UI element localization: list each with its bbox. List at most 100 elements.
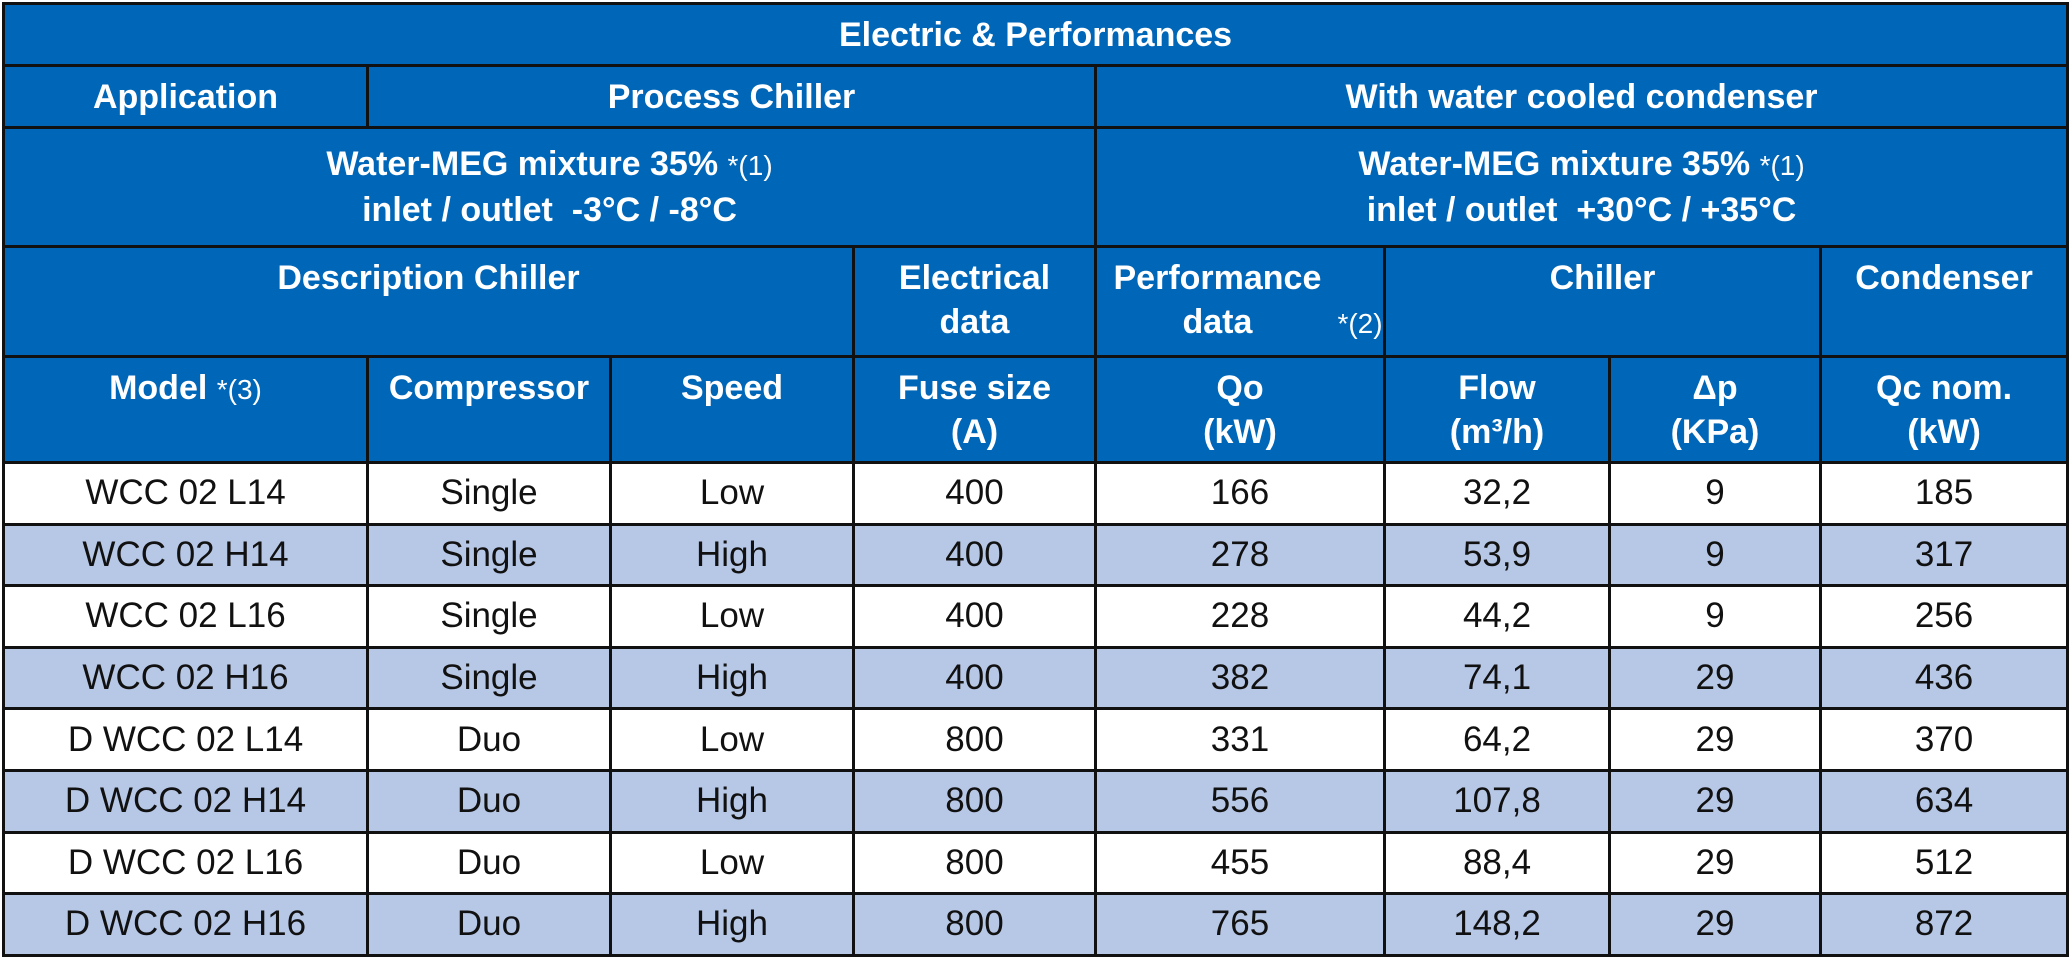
flow-cell: 44,2 — [1383, 584, 1611, 649]
fuse-size-column-header: Fuse size (A) — [852, 355, 1097, 464]
qc-nominal-cell: 185 — [1818, 461, 2069, 526]
process-chiller-label: Process Chiller — [366, 64, 1097, 129]
qo-cell: 331 — [1094, 707, 1386, 772]
qc-nominal-cell: 634 — [1818, 768, 2069, 834]
fuse-size-cell: 800 — [852, 707, 1097, 772]
compressor-cell: Duo — [366, 707, 612, 772]
pressure-drop-column-header: Δp (KPa) — [1608, 355, 1822, 464]
model-cell: WCC 02 H16 — [2, 645, 369, 711]
performance-data-header: Performance data *(2) — [1094, 245, 1386, 358]
flow-label: Flow — [1458, 369, 1536, 407]
qo-cell: 278 — [1094, 522, 1386, 588]
table-row: WCC 02 H14 Single High 400 278 53,9 9 317 — [2, 522, 2069, 588]
fuse-size-unit: (A) — [950, 413, 999, 451]
fuse-size-cell: 400 — [852, 584, 1097, 649]
pressure-drop-cell: 29 — [1608, 892, 1822, 957]
fuse-size-cell: 400 — [852, 645, 1097, 711]
speed-cell: High — [609, 768, 855, 834]
model-cell: D WCC 02 L14 — [2, 707, 369, 772]
evaporator-temps: inlet / outlet -3°C / -8°C — [362, 191, 737, 229]
fuse-size-cell: 400 — [852, 461, 1097, 526]
speed-cell: Low — [609, 584, 855, 649]
qc-nominal-cell: 256 — [1818, 584, 2069, 649]
model-column-label: Model — [109, 369, 208, 407]
table-title: Electric & Performances — [1, 2, 2069, 67]
model-cell: WCC 02 L14 — [2, 461, 369, 526]
compressor-cell: Single — [366, 461, 612, 526]
model-cell: D WCC 02 H16 — [2, 892, 369, 957]
speed-cell: Low — [609, 461, 855, 526]
condenser-fluid: Water-MEG mixture 35% — [1358, 145, 1751, 183]
evaporator-conditions: Water-MEG mixture 35% *(1) inlet / outle… — [2, 126, 1097, 248]
speed-cell: High — [609, 645, 855, 711]
speed-cell: Low — [609, 707, 855, 772]
condenser-fluid-note: *(1) — [1759, 150, 1805, 181]
electrical-data-header: Electrical data — [852, 245, 1097, 358]
evaporator-fluid: Water-MEG mixture 35% — [326, 145, 719, 183]
fuse-size-cell: 800 — [852, 768, 1097, 834]
table-row: WCC 02 L16 Single Low 400 228 44,2 9 256 — [2, 584, 2069, 649]
compressor-cell: Single — [366, 522, 612, 588]
qc-nominal-column-header: Qc nom. (kW) — [1818, 355, 2069, 464]
fuse-size-cell: 800 — [852, 892, 1097, 957]
fuse-size-label: Fuse size — [897, 369, 1052, 407]
performance-data-note: *(2) — [1337, 308, 1383, 339]
qo-unit: (kW) — [1203, 413, 1277, 451]
flow-cell: 53,9 — [1383, 522, 1611, 588]
compressor-cell: Duo — [366, 892, 612, 957]
qc-nominal-cell: 317 — [1818, 522, 2069, 588]
pressure-drop-cell: 9 — [1608, 584, 1822, 649]
qo-cell: 455 — [1094, 830, 1386, 896]
compressor-cell: Single — [366, 645, 612, 711]
flow-cell: 74,1 — [1383, 645, 1611, 711]
speed-cell: Low — [609, 830, 855, 896]
qo-cell: 382 — [1094, 645, 1386, 711]
qc-nominal-cell: 370 — [1818, 707, 2069, 772]
pressure-drop-cell: 29 — [1608, 645, 1822, 711]
speed-column-header: Speed — [609, 355, 855, 464]
compressor-cell: Duo — [366, 830, 612, 896]
pressure-drop-cell: 9 — [1608, 522, 1822, 588]
model-cell: D WCC 02 H14 — [2, 768, 369, 834]
qo-column-header: Qo (kW) — [1094, 355, 1386, 464]
qo-cell: 765 — [1094, 892, 1386, 957]
performance-data-label: Performance data — [1113, 259, 1322, 341]
condenser-conditions: Water-MEG mixture 35% *(1) inlet / outle… — [1093, 126, 2069, 248]
pressure-drop-cell: 29 — [1608, 768, 1822, 834]
flow-cell: 64,2 — [1383, 707, 1611, 772]
model-cell: WCC 02 H14 — [2, 522, 369, 588]
table-row: WCC 02 H16 Single High 400 382 74,1 29 436 — [2, 645, 2069, 711]
compressor-cell: Duo — [366, 768, 612, 834]
pressure-drop-cell: 9 — [1608, 461, 1822, 526]
model-column-note: *(3) — [216, 374, 262, 405]
model-cell: D WCC 02 L16 — [2, 830, 369, 896]
fuse-size-cell: 400 — [852, 522, 1097, 588]
flow-cell: 88,4 — [1383, 830, 1611, 896]
pressure-drop-cell: 29 — [1608, 830, 1822, 896]
condenser-temps: inlet / outlet +30°C / +35°C — [1366, 191, 1797, 229]
qo-cell: 166 — [1094, 461, 1386, 526]
flow-cell: 32,2 — [1383, 461, 1611, 526]
table-row: WCC 02 L14 Single Low 400 166 32,2 9 185 — [2, 461, 2069, 526]
qo-label: Qo — [1216, 369, 1264, 407]
speed-cell: High — [609, 522, 855, 588]
qo-cell: 228 — [1094, 584, 1386, 649]
flow-unit: (m³/h) — [1449, 413, 1545, 451]
pressure-drop-cell: 29 — [1608, 707, 1822, 772]
table-row: D WCC 02 H14 Duo High 800 556 107,8 29 634 — [2, 768, 2069, 834]
qc-nominal-cell: 436 — [1818, 645, 2069, 711]
table-row: D WCC 02 L16 Duo Low 800 455 88,4 29 512 — [2, 830, 2069, 896]
model-column-header: Model *(3) — [2, 355, 369, 464]
qc-nominal-unit: (kW) — [1907, 413, 1981, 451]
condenser-header: Condenser — [1818, 245, 2069, 358]
pressure-drop-unit: (KPa) — [1670, 413, 1760, 451]
chiller-header: Chiller — [1383, 245, 1822, 358]
water-cooled-condenser-label: With water cooled condenser — [1093, 64, 2069, 129]
compressor-column-header: Compressor — [366, 355, 612, 464]
model-cell: WCC 02 L16 — [2, 584, 369, 649]
electrical-data-label: Electrical data — [898, 259, 1051, 341]
table-row: D WCC 02 H16 Duo High 800 765 148,2 29 872 — [2, 892, 2069, 957]
application-label: Application — [2, 64, 369, 129]
compressor-cell: Single — [366, 584, 612, 649]
